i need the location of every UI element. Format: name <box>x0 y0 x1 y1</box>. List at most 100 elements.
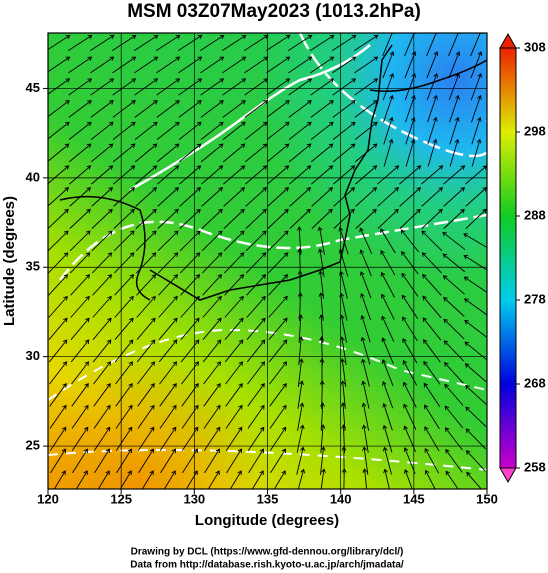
wind-arrow <box>92 274 113 296</box>
wind-arrow <box>443 318 465 340</box>
wind-arrow <box>134 121 158 141</box>
wind-arrow <box>361 380 370 409</box>
wind-arrow <box>90 121 114 141</box>
wind-arrow <box>158 339 178 363</box>
wind-arrow <box>465 450 486 472</box>
wind-arrow <box>402 359 418 386</box>
wind-arrow <box>382 424 393 453</box>
wind-arrow <box>448 33 461 57</box>
wind-arrow <box>318 270 325 299</box>
wind-arrow <box>333 165 356 185</box>
wind-arrow <box>224 317 244 341</box>
wind-arrow <box>354 100 378 118</box>
wind-arrow <box>273 470 286 489</box>
wind-arrow <box>377 187 400 207</box>
wind-arrow <box>91 187 114 207</box>
wind-arrow <box>93 382 111 407</box>
wind-arrow <box>137 426 155 451</box>
wind-arrow <box>382 73 394 101</box>
wind-arrow <box>403 447 416 475</box>
wind-arrow <box>463 255 487 271</box>
wind-arrow <box>200 56 225 74</box>
wind-arrow <box>156 143 180 163</box>
wind-arrow <box>288 78 313 96</box>
wind-arrow <box>157 165 180 185</box>
wind-arrow <box>90 143 114 163</box>
footer-line: Data from http://database.rish.kyoto-u.a… <box>130 560 404 571</box>
wind-arrow <box>92 295 112 318</box>
wind-arrow <box>465 428 487 450</box>
wind-arrow <box>421 165 444 185</box>
wind-arrow <box>201 187 224 207</box>
wind-arrow <box>399 165 422 185</box>
wind-arrow <box>68 56 93 74</box>
wind-arrow <box>268 274 289 296</box>
wind-arrow <box>246 339 266 363</box>
wind-arrow <box>359 249 372 277</box>
wind-arrow <box>402 316 418 342</box>
wind-arrow <box>224 295 244 318</box>
wind-arrow <box>181 426 199 451</box>
wind-arrow <box>443 296 465 317</box>
wind-arrow <box>383 138 394 167</box>
wind-arrow <box>112 143 136 163</box>
wind-arrow <box>426 51 439 79</box>
wind-arrow <box>442 253 466 273</box>
wind-arrow <box>268 295 288 318</box>
wind-arrow <box>93 361 112 385</box>
wind-arrow <box>222 143 246 163</box>
wind-arrow <box>360 292 372 321</box>
wind-arrow <box>69 165 92 185</box>
wind-arrow <box>422 317 442 341</box>
wind-arrow <box>248 448 264 474</box>
wind-arrow <box>141 470 154 489</box>
wind-arrow <box>269 404 287 429</box>
wind-arrow <box>222 56 247 74</box>
wind-arrow <box>156 34 181 52</box>
wind-arrow <box>382 380 394 409</box>
wind-arrow <box>68 78 93 96</box>
wind-arrow <box>267 165 290 185</box>
wind-arrow <box>224 339 244 363</box>
wind-arrow <box>69 230 91 252</box>
colorbar-tick-label: 268 <box>524 375 546 390</box>
wind-arrow <box>310 56 335 74</box>
wind-arrow <box>159 426 177 451</box>
wind-arrow <box>311 165 334 185</box>
wind-arrow <box>332 143 356 163</box>
wind-arrow <box>200 121 224 141</box>
wind-arrow <box>163 470 176 489</box>
x-tick-label: 120 <box>37 491 59 506</box>
wind-arrow <box>318 292 324 321</box>
wind-arrow <box>137 404 155 429</box>
x-tick-label: 125 <box>110 491 132 506</box>
wind-arrow <box>422 295 442 318</box>
wind-arrow <box>201 208 223 229</box>
wind-arrow <box>421 187 444 207</box>
wind-arrow <box>157 187 180 207</box>
colorbar <box>499 47 517 469</box>
wind-arrow <box>266 100 290 118</box>
wind-arrow <box>360 336 371 365</box>
wind-arrow <box>354 34 379 52</box>
wind-arrow <box>115 426 133 451</box>
wind-arrow <box>288 121 312 141</box>
wind-arrow <box>442 231 466 250</box>
wind-arrow <box>91 252 113 274</box>
wind-arrow <box>267 252 289 274</box>
wind-arrow <box>72 448 88 474</box>
wind-arrow <box>91 208 113 229</box>
wind-arrow <box>200 34 225 52</box>
wind-arrow <box>179 208 201 229</box>
wind-arrow <box>201 165 224 185</box>
wind-arrow <box>251 470 264 489</box>
wind-arrow <box>112 78 137 96</box>
wind-arrow <box>181 404 199 429</box>
wind-arrow <box>201 252 223 274</box>
wind-arrow <box>200 143 224 163</box>
wind-arrow <box>115 361 134 385</box>
wind-arrow <box>297 402 305 431</box>
wind-arrow <box>179 252 201 274</box>
wind-arrow <box>68 143 92 163</box>
